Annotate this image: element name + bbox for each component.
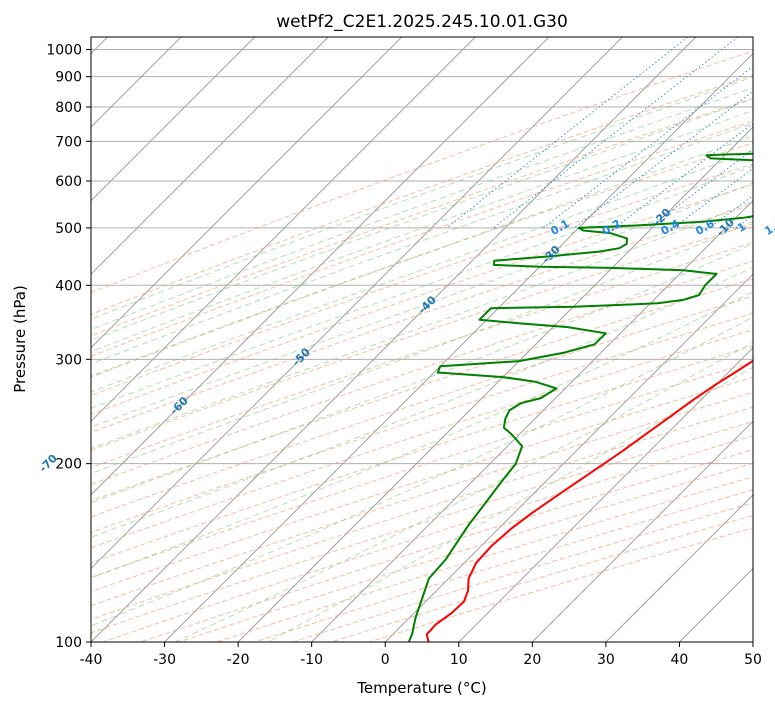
moist-adiabat xyxy=(91,76,753,320)
x-tick-label: 40 xyxy=(671,652,689,668)
x-tick-label: -40 xyxy=(80,652,103,668)
x-tick-label: 10 xyxy=(450,652,468,668)
isotherm-line xyxy=(237,126,753,642)
moist-adiabat xyxy=(91,182,753,428)
isotherm-line xyxy=(91,37,329,275)
dry-adiabat xyxy=(91,361,753,578)
dry-adiabat xyxy=(91,223,753,451)
moist-adiabat xyxy=(91,200,753,450)
y-tick-label: 100 xyxy=(55,635,82,651)
x-tick-label: 30 xyxy=(597,652,615,668)
y-tick-label: 600 xyxy=(55,174,82,190)
dry-adiabat xyxy=(91,345,753,564)
y-axis-label: Pressure (hPa) xyxy=(11,285,29,393)
y-tick-label: 200 xyxy=(55,457,82,473)
dry-adiabat xyxy=(91,376,753,593)
moist-adiabat xyxy=(267,366,753,642)
y-tick-label: 700 xyxy=(55,134,82,150)
isotherm-line xyxy=(458,347,753,642)
mixing-ratio-line xyxy=(493,37,739,229)
moist-adiabat xyxy=(91,165,753,409)
dry-adiabat xyxy=(91,97,753,337)
dry-adiabat xyxy=(91,163,753,397)
dry-adiabat xyxy=(91,295,753,518)
x-tick-label: 20 xyxy=(523,652,541,668)
moist-adiabat xyxy=(91,149,753,393)
background-lines xyxy=(91,37,753,642)
dry-adiabat xyxy=(91,391,753,607)
y-tick-label: 900 xyxy=(55,70,82,86)
chart-title: wetPf2_C2E1.2025.245.10.01.G30 xyxy=(276,12,568,32)
dry-adiabat xyxy=(91,312,753,534)
x-tick-label: -30 xyxy=(153,652,176,668)
moist-adiabat xyxy=(91,243,753,504)
moist-adiabat xyxy=(91,266,753,538)
temperature-profile xyxy=(425,359,753,642)
x-tick-label: 50 xyxy=(744,652,762,668)
dry-adiabat xyxy=(91,329,753,549)
x-tick-label: 0 xyxy=(381,652,390,668)
y-axis: 100 200 300 400 500 600 700 800 900 1000 xyxy=(46,43,91,651)
y-tick-label: 1000 xyxy=(46,43,82,59)
dry-adiabat xyxy=(91,260,753,486)
dry-adiabat xyxy=(91,50,753,294)
y-tick-label: 400 xyxy=(55,278,82,294)
moist-adiabat xyxy=(91,87,753,331)
isotherm-line xyxy=(91,37,476,423)
isotherm-line xyxy=(384,273,753,642)
mixing-ratio-line xyxy=(672,167,753,229)
isotherm-line xyxy=(164,52,753,642)
dry-adiabat xyxy=(91,278,753,502)
series-layer xyxy=(407,152,753,642)
dry-adiabat xyxy=(91,184,753,415)
isotherm-line xyxy=(531,420,753,642)
isotherm-line xyxy=(91,37,256,202)
isotherm-line xyxy=(91,37,550,496)
dry-adiabat xyxy=(91,142,753,377)
isotherm-line xyxy=(91,37,623,570)
isotherm-line xyxy=(311,199,753,642)
isotherm-line xyxy=(752,641,753,642)
isotherm-line xyxy=(91,37,403,349)
y-tick-label: 300 xyxy=(55,352,82,368)
y-tick-label: 800 xyxy=(55,100,82,116)
mixing-ratio-label: 1.5 xyxy=(762,217,775,238)
plot-frame xyxy=(90,36,754,643)
moist-adiabat xyxy=(91,291,753,579)
mixing-ratio-line xyxy=(543,65,753,229)
x-axis-label: Temperature (°C) xyxy=(356,679,486,697)
moist-adiabat xyxy=(91,122,753,365)
y-tick-label: 500 xyxy=(55,221,82,237)
x-axis: -40 -30 -20 -10 0 10 20 30 40 50 xyxy=(80,642,762,668)
dewpoint-profile xyxy=(407,152,753,642)
isotherm-line xyxy=(91,37,697,642)
x-tick-label: -20 xyxy=(227,652,250,668)
dry-adiabat xyxy=(91,203,753,434)
dry-adiabat xyxy=(91,242,753,469)
moist-adiabat xyxy=(91,109,753,353)
x-tick-label: -10 xyxy=(300,652,323,668)
mixing-ratio-line xyxy=(573,90,753,229)
